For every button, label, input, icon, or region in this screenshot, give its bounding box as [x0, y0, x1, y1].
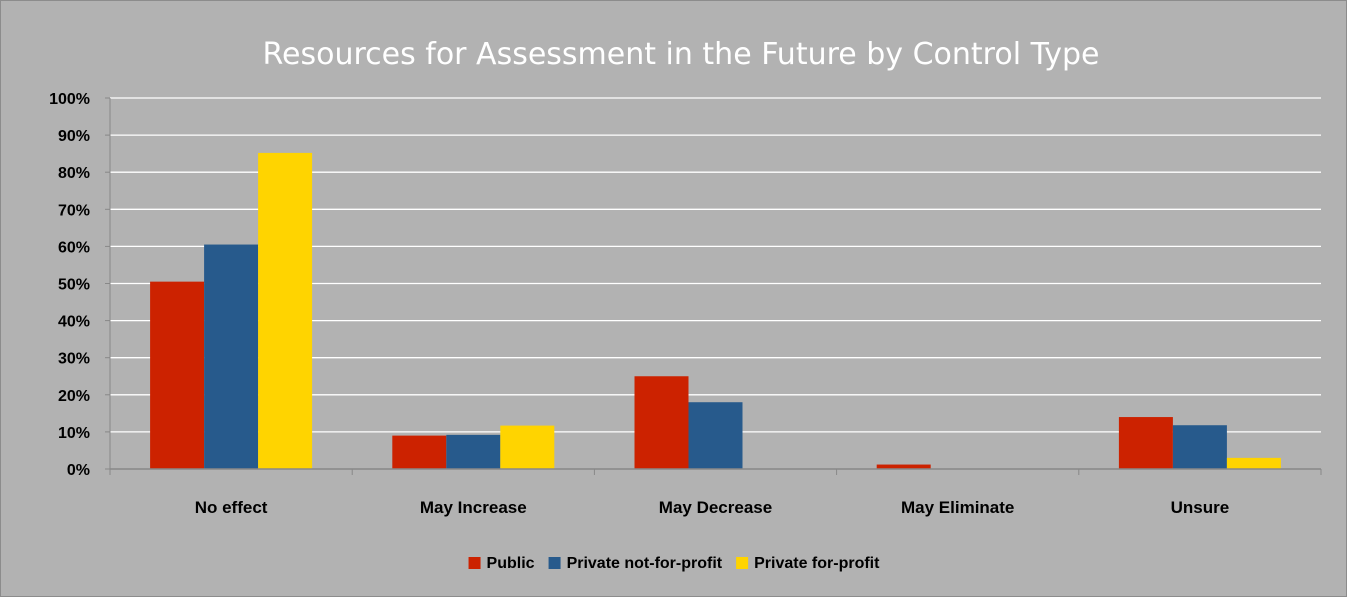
y-tick-label: 10%	[58, 425, 90, 442]
y-tick-label: 90%	[58, 128, 90, 145]
legend-label: Public	[487, 555, 535, 572]
x-axis-category-labels: No effect May Increase May Decrease May Eli…	[195, 498, 1229, 517]
bar	[258, 152, 313, 469]
x-category-label: May Eliminate	[901, 498, 1014, 517]
legend: Public Private not-for-profit Private for-…	[468, 555, 880, 572]
x-category-label: May Increase	[420, 498, 527, 517]
x-category-label: May Decrease	[659, 498, 772, 517]
legend-item: Private not-for-profit	[548, 555, 723, 572]
y-tick-label: 40%	[58, 314, 90, 331]
y-tick-label: 80%	[58, 165, 90, 182]
bar	[688, 402, 743, 469]
legend-item: Private for-profit	[736, 555, 880, 572]
bar	[876, 464, 931, 469]
bar	[446, 434, 501, 469]
bar	[634, 376, 689, 469]
legend-swatch	[736, 557, 749, 569]
y-tick-label: 30%	[58, 351, 90, 368]
bar	[204, 244, 259, 469]
bar	[500, 425, 555, 469]
bars	[150, 152, 1281, 469]
legend-label: Private for-profit	[754, 555, 880, 572]
legend-swatch	[548, 557, 561, 569]
bar	[150, 281, 205, 469]
y-tick-label: 20%	[58, 388, 90, 405]
x-axis	[105, 97, 1322, 475]
y-tick-label: 50%	[58, 277, 90, 294]
bar	[392, 435, 447, 469]
bar	[1226, 457, 1281, 469]
bar	[1172, 425, 1227, 469]
legend-swatch	[468, 557, 481, 569]
y-tick-label: 0%	[67, 462, 90, 479]
x-category-label: No effect	[195, 498, 268, 517]
y-tick-label: 100%	[49, 91, 90, 108]
y-tick-label: 70%	[58, 202, 90, 219]
legend-label: Private not-for-profit	[567, 555, 723, 572]
y-axis-tick-labels: 0% 10% 20% 30% 40% 50% 60% 70% 80% 90% 100%	[49, 91, 90, 479]
chart-title: Resources for Assessment in the Future b…	[263, 37, 1100, 72]
y-tick-label: 60%	[58, 239, 90, 256]
legend-item: Public	[468, 555, 535, 572]
x-category-label: Unsure	[1171, 498, 1230, 517]
bar	[1118, 417, 1173, 469]
